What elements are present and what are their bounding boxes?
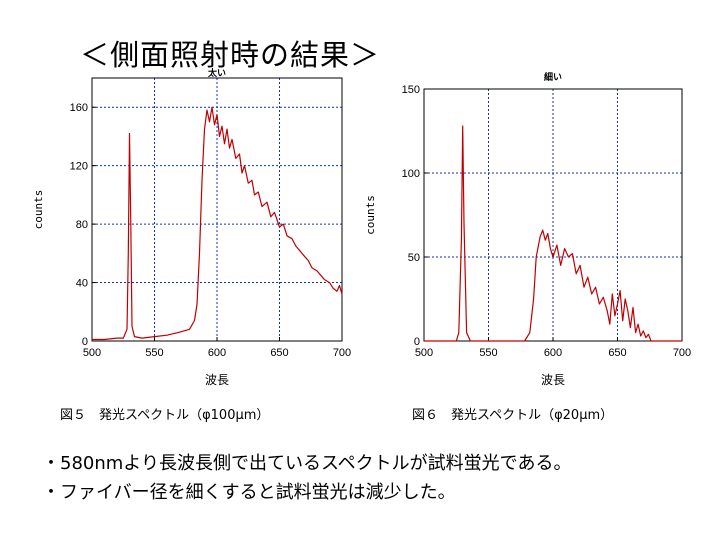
chart-title: 太い [207,67,226,79]
x-tick-label: 650 [608,347,626,359]
y-tick-label: 0 [414,336,420,348]
y-tick-label: 0 [82,336,88,348]
x-axis-label: 波長 [541,373,565,387]
x-tick-label: 500 [415,347,433,359]
y-tick-label: 100 [402,168,420,180]
y-tick-label: 80 [76,219,88,231]
spectrum-line [92,106,343,341]
y-tick-label: 160 [70,102,88,114]
x-tick-label: 550 [145,347,163,359]
x-tick-label: 700 [333,347,351,359]
x-axis-label: 波長 [205,373,229,387]
y-axis-label: counts [32,190,45,230]
y-tick-label: 40 [76,278,88,290]
x-tick-label: 600 [544,347,562,359]
chart-title: 細い [544,71,562,83]
figure6-caption: 図６ 発光スペクトル（φ20μm） [412,408,614,423]
x-tick-label: 700 [673,347,691,359]
bullet-fiber-diameter: ・ファイバー径を細くすると試料蛍光は減少した。 [42,482,456,503]
x-tick-label: 650 [270,347,288,359]
slide-heading: ＜側面照射時の結果＞ [80,38,381,72]
y-axis-label: counts [364,195,377,235]
y-tick-label: 50 [408,252,420,264]
spectrum-line [424,125,682,342]
y-tick-label: 120 [70,161,88,173]
bullet-fluorescence: ・580nmより長波長側で出ているスペクトルが試料蛍光である。 [42,453,572,474]
figure5-caption: 図５ 発光スペクトル（φ100μm） [60,408,270,423]
x-tick-label: 600 [208,347,226,359]
x-tick-label: 550 [479,347,497,359]
y-tick-label: 150 [402,84,420,96]
x-tick-label: 500 [83,347,101,359]
